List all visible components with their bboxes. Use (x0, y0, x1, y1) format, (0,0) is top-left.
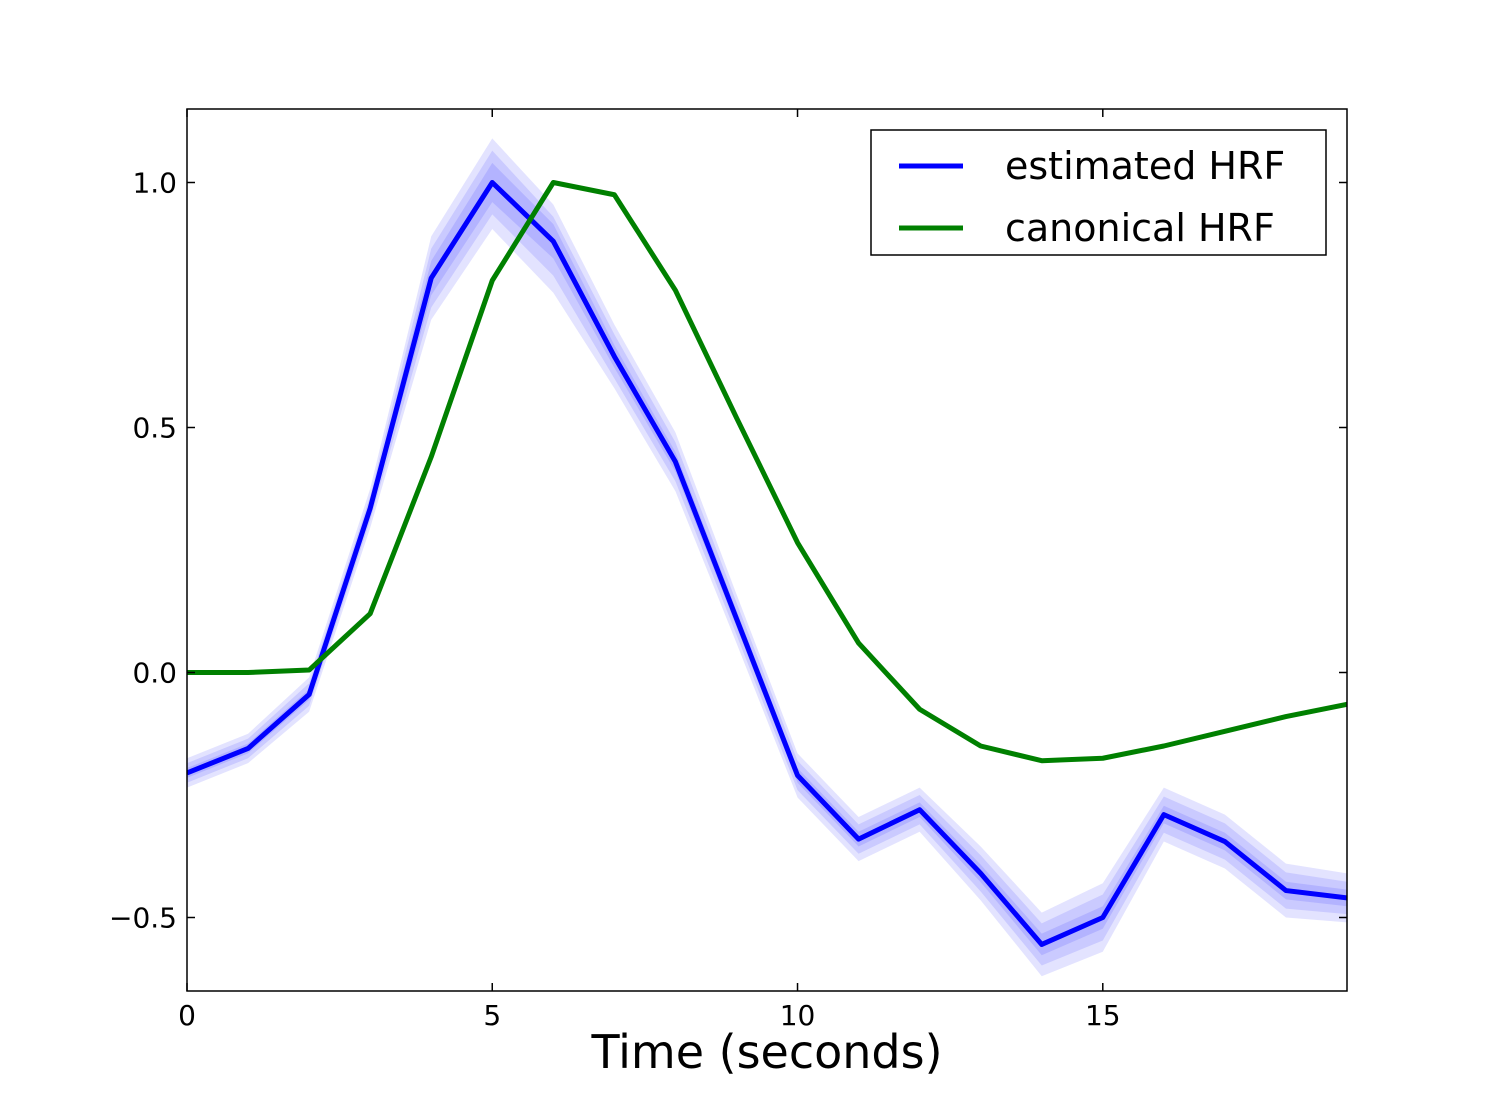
y-tick-label: −0.5 (109, 902, 177, 935)
x-tick-label: 5 (483, 999, 501, 1032)
axis-ticks: 0 5 10 15 −0.5 0.0 0.5 1.0 (109, 109, 1347, 1032)
plot-frame (186, 108, 1348, 992)
x-axis-title: Time (seconds) (590, 1025, 942, 1079)
legend-label: estimated HRF (1005, 144, 1285, 188)
legend-box (870, 129, 1327, 256)
x-tick-label: 10 (780, 999, 816, 1032)
x-tick-label: 0 (178, 999, 196, 1032)
legend-label: canonical HRF (1005, 206, 1275, 250)
series-line-canonical-hrf (187, 180, 1347, 764)
y-tick-label: 1.0 (132, 167, 177, 200)
series-line-estimated-hrf (187, 180, 1347, 947)
x-tick-label: 15 (1085, 999, 1121, 1032)
legend: estimated HRF canonical HRF (870, 129, 1327, 256)
series-lines (187, 180, 1347, 947)
y-tick-label: 0.5 (132, 412, 177, 445)
y-tick-label: 0.0 (132, 657, 177, 690)
